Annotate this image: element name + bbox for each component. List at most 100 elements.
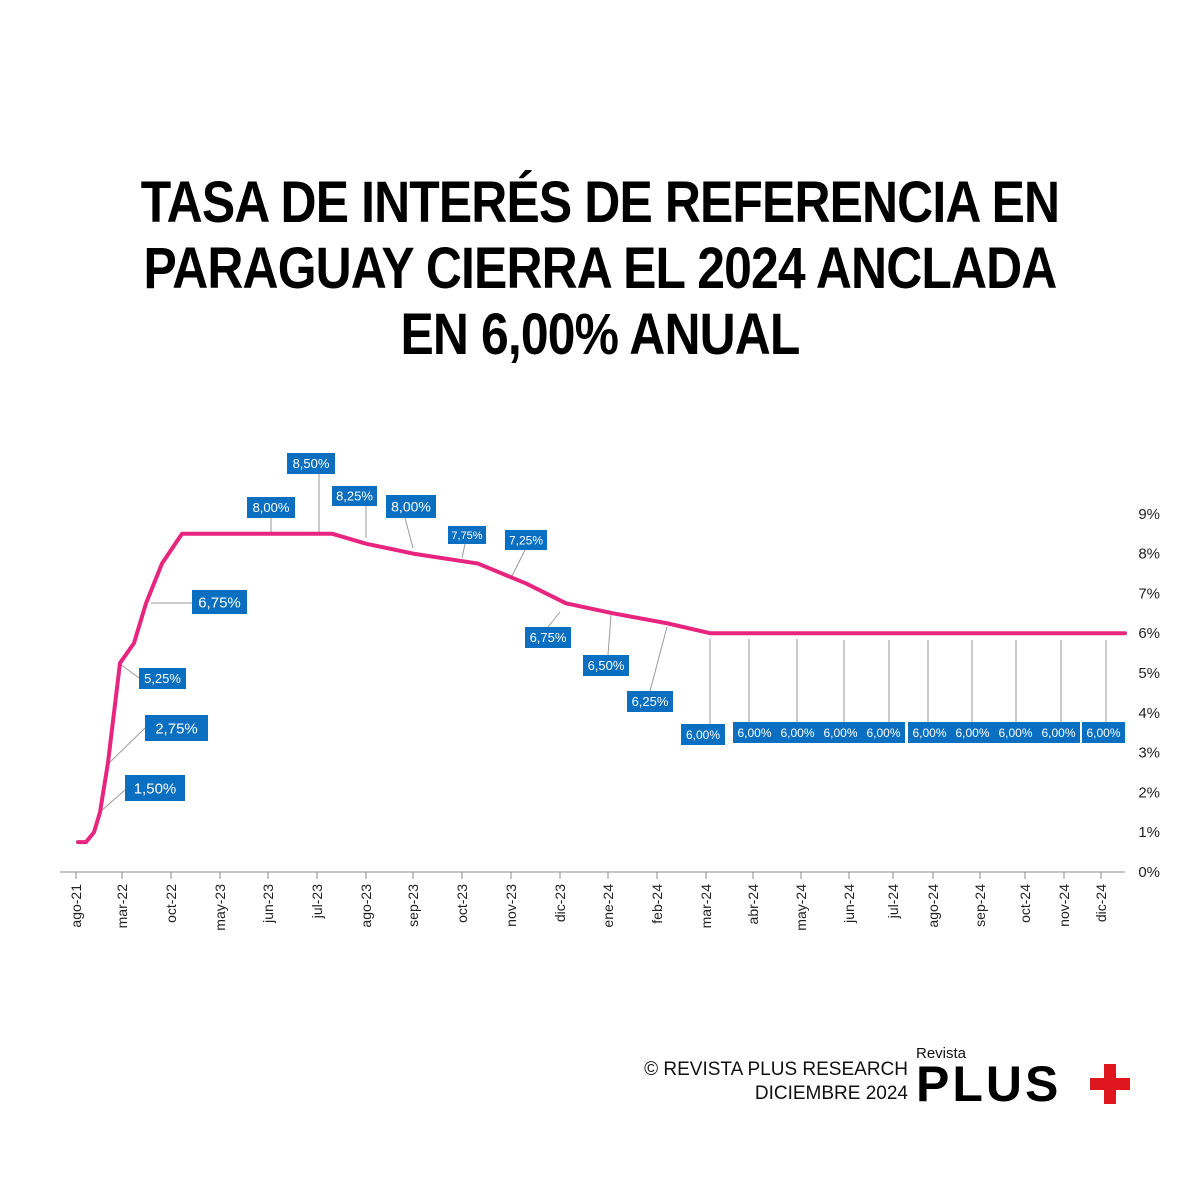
data-label-text: 8,00%	[391, 499, 431, 515]
y-axis: 0% 1% 2% 3% 4% 5% 6% 7% 8% 9%	[1138, 506, 1160, 881]
data-label-box	[994, 722, 1037, 743]
x-tick-label: abr-24	[745, 884, 761, 925]
chart-title-line-1: TASA DE INTERÉS DE REFERENCIA EN	[140, 170, 1060, 235]
series-line-group	[76, 531, 1127, 845]
data-label-box	[908, 722, 951, 743]
data-label-box	[247, 497, 295, 518]
x-tick-label: ago-23	[358, 884, 374, 928]
y-tick-label: 4%	[1138, 705, 1160, 722]
x-tick-label: mar-24	[698, 884, 714, 929]
x-tick-label: oct-23	[454, 884, 470, 923]
data-label-text: 5,25%	[144, 671, 181, 686]
data-label-box	[776, 722, 819, 743]
x-tick-label: ago-21	[68, 884, 84, 928]
data-label-box	[332, 486, 377, 506]
data-labels: 1,50% 2,75% 5,25% 6,75% 8,00% 8,50% 8,25% 8,00%…	[125, 453, 1125, 801]
y-tick-label: 2%	[1138, 784, 1160, 801]
data-label-box	[1037, 722, 1080, 743]
data-label: 5,25%	[139, 668, 186, 689]
x-tick-label: may-24	[793, 884, 809, 931]
data-label-text: 6,00%	[737, 726, 771, 740]
data-label-box	[139, 668, 186, 689]
y-tick-label: 7%	[1138, 585, 1160, 602]
data-label-leader	[510, 549, 526, 579]
data-label: 6,00%	[994, 722, 1037, 743]
data-label: 6,50%	[583, 655, 629, 676]
data-label-box	[386, 495, 436, 518]
data-label: 6,00%	[951, 722, 994, 743]
data-label-text: 6,00%	[1086, 726, 1120, 740]
data-label: 6,00%	[908, 722, 951, 743]
x-tick-label: dic-23	[552, 884, 568, 922]
data-label-text: 7,75%	[451, 530, 482, 542]
data-label-leader	[119, 663, 140, 679]
data-label: 6,00%	[862, 722, 905, 743]
data-label: 6,00%	[681, 724, 725, 745]
x-tick-label: nov-24	[1056, 884, 1072, 927]
data-label-leader	[105, 727, 146, 767]
credit-line-1: © REVISTA PLUS RESEARCH	[644, 1059, 908, 1080]
data-label-box	[819, 722, 862, 743]
data-label: 8,50%	[287, 453, 335, 474]
x-tick-label: mar-22	[114, 884, 130, 929]
data-label-box	[287, 453, 335, 474]
data-label-text: 6,25%	[632, 694, 669, 709]
data-label-text: 8,25%	[336, 489, 373, 504]
x-tick-label: may-23	[212, 884, 228, 931]
data-label-leader	[99, 789, 126, 813]
data-label-box	[951, 722, 994, 743]
y-tick-label: 9%	[1138, 506, 1160, 523]
data-label-text: 6,00%	[955, 726, 989, 740]
data-label-box	[448, 526, 486, 544]
data-label-text: 8,00%	[253, 500, 290, 515]
data-label-text: 6,00%	[998, 726, 1032, 740]
data-label: 7,75%	[448, 526, 486, 544]
chart-title-line-2: PARAGUAY CIERRA EL 2024 ANCLADA	[143, 236, 1058, 301]
data-label-box	[681, 724, 725, 745]
data-label-text: 6,75%	[530, 630, 567, 645]
x-tick-label: jul-24	[885, 884, 901, 919]
data-label: 2,75%	[145, 715, 208, 741]
data-label: 8,25%	[332, 486, 377, 506]
x-tick-label: jun-24	[841, 884, 857, 924]
data-label-leader	[649, 626, 668, 692]
data-label-leader	[607, 614, 612, 656]
data-label: 8,00%	[386, 495, 436, 518]
data-label: 8,00%	[247, 497, 295, 518]
data-label-text: 6,50%	[588, 658, 625, 673]
data-label: 6,75%	[525, 627, 571, 648]
x-tick-label: jul-23	[309, 884, 325, 919]
data-label-box	[125, 775, 185, 801]
data-label: 7,25%	[505, 530, 547, 550]
data-label-text: 8,50%	[293, 456, 330, 471]
y-tick-label: 3%	[1138, 745, 1160, 762]
data-label-box	[192, 590, 247, 614]
x-axis: ago-21 mar-22 oct-22 may-23 jun-23 jul-23 ago-…	[60, 871, 1125, 931]
y-tick-label: 6%	[1138, 625, 1160, 642]
data-label-leader	[461, 543, 466, 559]
data-label-leader	[404, 517, 414, 549]
plus-cross-icon	[1090, 1064, 1130, 1104]
data-label-text: 6,00%	[686, 728, 720, 742]
data-label-box	[627, 691, 673, 712]
data-label-text: 6,00%	[823, 726, 857, 740]
chart-title: TASA DE INTERÉS DE REFERENCIA EN PARAGUA…	[84, 170, 1116, 368]
x-tick-label: ene-24	[600, 884, 616, 928]
data-label-box	[583, 655, 629, 676]
x-tick-label: oct-24	[1017, 884, 1033, 923]
label-leader-lines	[99, 474, 1107, 813]
x-tick-label: feb-24	[649, 884, 665, 924]
x-tick-label: nov-23	[503, 884, 519, 927]
footer-credit: © REVISTA PLUS RESEARCH DICIEMBRE 2024	[644, 1058, 908, 1106]
x-tick-label: ago-24	[925, 884, 941, 928]
y-tick-label: 5%	[1138, 665, 1160, 682]
data-label-text: 6,75%	[198, 594, 241, 611]
logo-small-text: Revista	[916, 1045, 967, 1062]
y-tick-label: 8%	[1138, 546, 1160, 563]
data-label-text: 6,00%	[780, 726, 814, 740]
x-tick-label: jun-23	[260, 884, 276, 924]
data-label-box	[1082, 722, 1125, 743]
data-label-box	[733, 722, 776, 743]
data-label-box	[145, 715, 208, 741]
